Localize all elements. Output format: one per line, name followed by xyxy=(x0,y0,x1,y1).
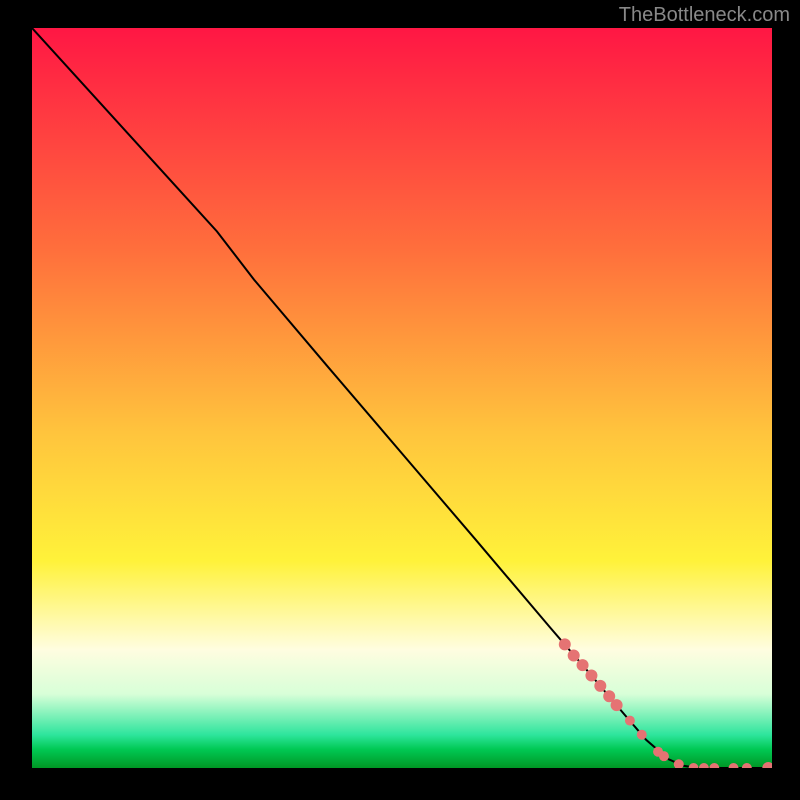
watermark-text: TheBottleneck.com xyxy=(619,4,790,27)
gradient-background xyxy=(32,28,772,768)
chart-container: { "watermark": { "text": "TheBottleneck.… xyxy=(0,0,800,800)
plot-area xyxy=(32,28,772,768)
